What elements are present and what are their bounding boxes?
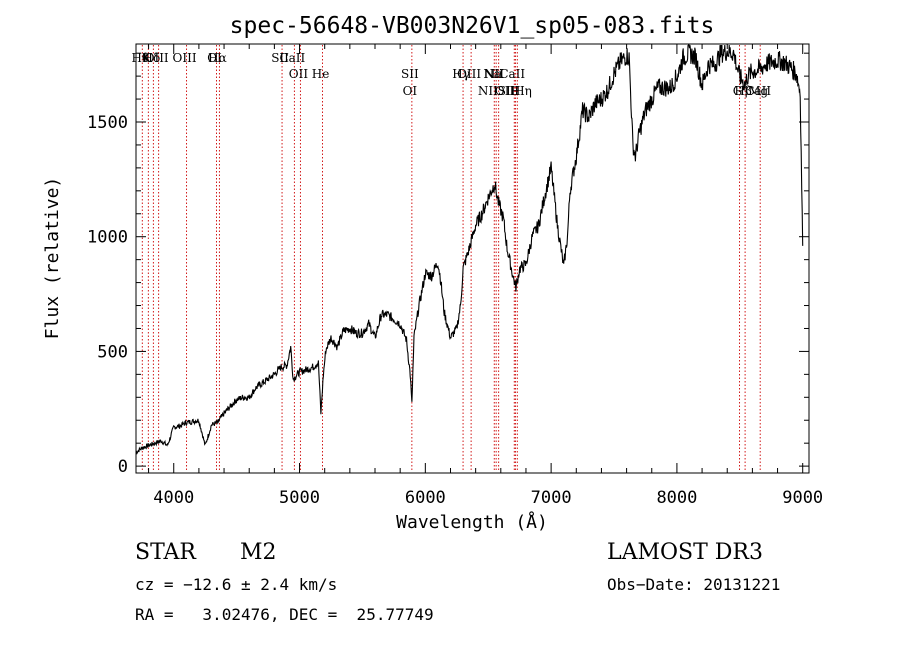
emission-line-label: OIII (457, 67, 481, 81)
chart-title: spec-56648-VB003N26V1_sp05-083.fits (230, 13, 715, 39)
emission-line-label: Hα (208, 51, 227, 65)
emission-line-label: Hδ (143, 51, 161, 65)
x-tick-label: 7000 (531, 488, 572, 508)
x-tick-label: 9000 (782, 488, 823, 508)
emission-line-label: K (142, 51, 152, 65)
emission-line-label: Li (491, 67, 503, 81)
emission-line-label: OII (289, 67, 309, 81)
x-axis-label: Wavelength (Å) (396, 511, 548, 533)
emission-line-label: OI (207, 51, 222, 65)
emission-line-label: Hβ (734, 84, 751, 98)
x-axis-ticks: 4000 5000 6000 7000 8000 9000 (148, 44, 823, 508)
y-tick-label: 0 (118, 457, 128, 477)
observation-date: Obs−Date: 20131221 (607, 575, 781, 594)
coordinates: RA = 3.02476, DEC = 25.77749 (135, 605, 434, 624)
survey-name: LAMOST DR3 (607, 540, 763, 565)
plot-frame (135, 43, 810, 474)
y-axis-label: Flux (relative) (42, 177, 63, 340)
object-subclass: M2 (240, 540, 277, 565)
y-tick-label: 500 (97, 342, 128, 362)
y-axis-ticks: 0 500 1000 1500 (87, 52, 809, 477)
object-type: STAR (135, 540, 196, 565)
spectrum-line (135, 44, 804, 455)
redshift-cz: cz = −12.6 ± 2.4 km/s (135, 575, 338, 594)
emission-line-label: Mg (748, 84, 768, 98)
emission-line-label: OIII (173, 51, 197, 65)
emission-line-label: NII (484, 67, 504, 81)
emission-line-label: He (312, 67, 330, 81)
emission-line-label: Na (483, 67, 501, 81)
x-tick-label: 6000 (405, 488, 446, 508)
emission-line-label: H (510, 84, 520, 98)
emission-line-label: SII (401, 67, 419, 81)
emission-line-label: NIISII (478, 84, 516, 98)
emission-line-label: CaII (745, 84, 771, 98)
x-tick-label: 8000 (656, 488, 697, 508)
y-tick-label: 1500 (87, 113, 128, 133)
x-tick-label: 4000 (153, 488, 194, 508)
emission-line-label: CaII (279, 51, 305, 65)
emission-line-label: OIII (145, 51, 169, 65)
emission-line-label: CaII (499, 67, 525, 81)
emission-line-label: OI (403, 84, 418, 98)
emission-line-label: SII (271, 51, 289, 65)
emission-line-label: Hγ (452, 67, 470, 81)
y-tick-label: 1000 (87, 228, 128, 248)
emission-line-label: G (733, 84, 743, 98)
emission-line-label: OIIHη (495, 84, 532, 98)
x-tick-label: 5000 (279, 488, 320, 508)
